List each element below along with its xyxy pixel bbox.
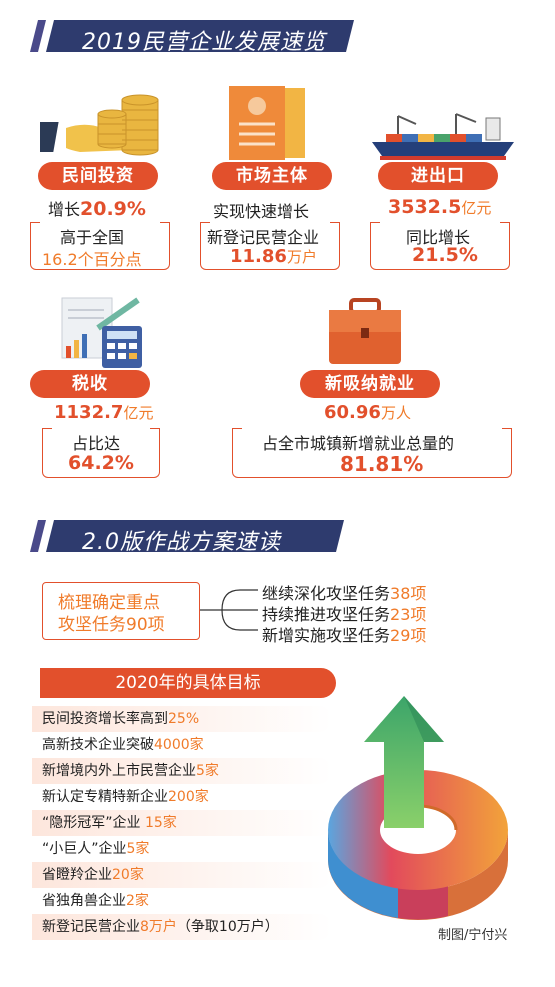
- goal-item-5-value: 15家: [144, 815, 177, 831]
- goal-item-6-text: “小巨人”企业: [42, 841, 127, 857]
- invest-growth-value: 20.9%: [80, 198, 146, 220]
- invest-detail-box: [30, 222, 170, 270]
- section2-banner: 2.0版作战方案速读: [28, 520, 348, 555]
- jobs-value-line: 60.96万人: [324, 402, 411, 423]
- tax-detail-box: [42, 428, 160, 478]
- goal-item-1: 民间投资增长率高到25%: [42, 706, 199, 732]
- plan-task-2-value: 23项: [390, 605, 427, 624]
- invest-growth-prefix: 增长: [48, 200, 81, 219]
- market-line3-value: 11.86: [230, 246, 287, 267]
- tax-unit: 亿元: [123, 404, 154, 422]
- credit: 制图/宁付兴: [438, 928, 508, 943]
- goal-bg-3: [32, 758, 332, 784]
- goals-title-bar: 2020年的具体目标: [40, 668, 336, 698]
- market-line3-unit: 万户: [286, 248, 317, 266]
- growth-ring-illustration: [328, 696, 508, 920]
- goal-item-6-value: 5家: [126, 841, 150, 857]
- briefcase-illustration: [329, 298, 401, 364]
- goal-item-5: “隐形冠军”企业 15家: [42, 810, 177, 836]
- plan-box: [42, 582, 200, 640]
- plan-task-3-value: 29项: [390, 626, 427, 645]
- jobs-value: 60.96: [324, 402, 381, 423]
- plan-task-1: 继续深化攻坚任务38项: [262, 580, 426, 604]
- goal-item-3: 新增境内外上市民营企业5家: [42, 758, 219, 784]
- market-line2: 新登记民营企业: [207, 228, 320, 247]
- market-line3: 11.86万户: [230, 246, 317, 267]
- goal-item-4-text: 新认定专精特新企业: [42, 789, 168, 805]
- market-label: 市场主体: [212, 162, 332, 190]
- goal-item-9: 新登记民营企业8万户（争取10万户）: [42, 914, 279, 940]
- goal-item-8: 省独角兽企业2家: [42, 888, 149, 914]
- jobs-line3: 81.81%: [340, 452, 424, 476]
- jobs-detail-box: [232, 428, 512, 478]
- cargo-ship-illustration: [372, 113, 514, 160]
- goal-item-9-suffix: （争取10万户）: [176, 919, 279, 935]
- goal-item-2-value: 4000家: [154, 737, 204, 753]
- plan-task-1-value: 38项: [390, 584, 427, 603]
- trade-value: 3532.5: [388, 196, 462, 218]
- invest-line3: 16.2个百分点: [42, 250, 142, 269]
- goal-item-4-value: 200家: [168, 789, 209, 805]
- section2-title: 2.0版作战方案速读: [82, 530, 281, 555]
- plan-task-3: 新增实施攻坚任务29项: [262, 622, 426, 646]
- section1-banner: 2019民营企业发展速览: [28, 20, 358, 55]
- goal-item-4: 新认定专精特新企业200家: [42, 784, 209, 810]
- tax-value: 1132.7: [54, 402, 124, 423]
- coins-hand-illustration: [40, 94, 159, 156]
- trade-detail-box: [370, 222, 510, 270]
- goal-item-6: “小巨人”企业5家: [42, 836, 149, 862]
- goal-bg-1: [32, 706, 332, 732]
- plan-task-2: 持续推进攻坚任务23项: [262, 601, 426, 625]
- calculator-illustration: [61, 297, 142, 368]
- tax-line3: 64.2%: [68, 452, 134, 474]
- invest-growth-line: 增长20.9%: [48, 196, 146, 220]
- goal-item-1-value: 25%: [168, 711, 200, 727]
- goal-item-9-text: 新登记民营企业: [42, 919, 140, 935]
- market-line1: 实现快速增长: [213, 202, 310, 221]
- goals-title: 2020年的具体目标: [115, 673, 261, 693]
- plan-task-2-text: 持续推进攻坚任务: [262, 605, 391, 624]
- goal-item-1-text: 民间投资增长率高到: [42, 711, 168, 727]
- tax-line2: 占比达: [72, 434, 121, 453]
- plan-box-line2: 攻坚任务90项: [58, 615, 165, 635]
- trade-line2: 同比增长: [406, 228, 471, 247]
- section1-title: 2019民营企业发展速览: [82, 30, 326, 55]
- certificate-illustration: [229, 86, 305, 160]
- plan-connector: [200, 589, 258, 631]
- goal-item-7: 省瞪羚企业20家: [42, 862, 144, 888]
- tax-label: 税收: [30, 370, 150, 398]
- goal-bg-5: [32, 810, 332, 836]
- goal-item-3-text: 新增境内外上市民营企业: [42, 763, 196, 779]
- goal-item-5-text: “隐形冠军”企业: [42, 815, 145, 831]
- market-detail-box: [200, 222, 340, 270]
- plan-task-3-text: 新增实施攻坚任务: [262, 626, 391, 645]
- goal-item-7-text: 省瞪羚企业: [42, 867, 112, 883]
- goal-item-9-value: 8万户: [140, 919, 177, 935]
- goal-item-8-value: 2家: [126, 893, 149, 909]
- jobs-line2: 占全市城镇新增就业总量的: [262, 434, 455, 453]
- goal-item-7-value: 20家: [112, 867, 144, 883]
- goal-item-2-text: 高新技术企业突破: [42, 737, 154, 753]
- trade-value-line: 3532.5亿元: [388, 196, 491, 218]
- goal-item-2: 高新技术企业突破4000家: [42, 732, 204, 758]
- trade-label: 进出口: [378, 162, 498, 190]
- goal-bg-7: [32, 862, 332, 888]
- goal-bg-9: [32, 914, 332, 940]
- invest-label: 民间投资: [38, 162, 158, 190]
- plan-task-1-text: 继续深化攻坚任务: [262, 584, 391, 603]
- jobs-unit: 万人: [380, 404, 411, 422]
- tax-value-line: 1132.7亿元: [54, 402, 153, 423]
- plan-box-line1: 梳理确定重点: [58, 593, 160, 613]
- trade-line3: 21.5%: [412, 244, 478, 266]
- jobs-label: 新吸纳就业: [300, 370, 440, 398]
- goal-item-3-value: 5家: [196, 763, 219, 779]
- invest-line2: 高于全国: [60, 228, 125, 247]
- goal-item-8-text: 省独角兽企业: [42, 893, 126, 909]
- trade-unit: 亿元: [461, 199, 492, 217]
